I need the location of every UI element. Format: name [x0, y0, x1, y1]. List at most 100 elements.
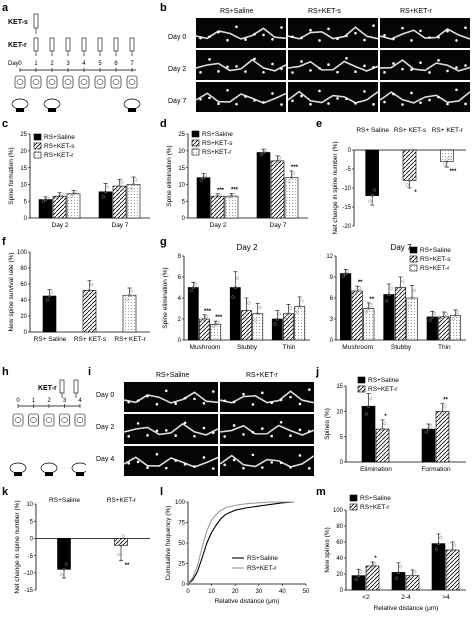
spine: [251, 431, 255, 434]
spine: [271, 92, 274, 95]
mouse-icon: [30, 417, 37, 423]
micrograph-tile: [124, 414, 218, 444]
spine: [318, 89, 321, 93]
data-point: [295, 310, 300, 314]
data-point: [408, 577, 412, 581]
bar: [375, 428, 390, 463]
data-point: [57, 194, 62, 198]
spine: [289, 434, 292, 438]
bar: [224, 195, 239, 219]
spine: [202, 426, 206, 430]
chart-title: Day 2: [237, 244, 258, 252]
col-header-ket-s: RS+KET-s: [308, 8, 341, 15]
imaging-mouse-icon: [43, 98, 61, 112]
significance-marker: **: [369, 297, 374, 303]
spine: [183, 396, 187, 400]
dendrite-shaft: [196, 58, 286, 72]
y-tick-label: 0: [24, 216, 28, 222]
y-axis-label: Spine elimination (%): [166, 145, 173, 206]
y-tick-label: 20: [178, 149, 185, 155]
syringe-icon: [73, 379, 79, 398]
day-axis-label: Day: [8, 61, 19, 67]
data-point: [394, 576, 398, 580]
bar: [421, 428, 436, 463]
x-tick-label: 30: [255, 589, 262, 595]
spine: [165, 389, 168, 393]
legend-swatch: [357, 376, 366, 384]
dendrite-shaft: [380, 91, 470, 104]
spine: [336, 37, 339, 40]
spine: [226, 65, 229, 69]
dendrite-image: [196, 25, 286, 42]
spine: [146, 466, 149, 470]
dendrite-shaft: [196, 92, 286, 104]
syringe-row-ket-r: [33, 37, 135, 56]
bar: [435, 411, 450, 463]
spine: [428, 98, 431, 102]
imaging-mouse-icon: [71, 462, 89, 474]
spine: [446, 29, 449, 33]
mouse-icon: [128, 79, 136, 85]
spine: [279, 461, 283, 465]
legend-label: RS+Saline: [360, 495, 391, 502]
syringe-icon: [33, 13, 39, 34]
spine: [401, 26, 404, 30]
row-label-day4-i: Day 4: [96, 456, 115, 463]
imaging-mouse-icon: [11, 98, 29, 112]
restraint-stress-mouse-icons: [14, 75, 138, 89]
mouse-icon: [48, 79, 56, 85]
x-tick-label: RS+ Saline: [34, 336, 67, 343]
significance-marker: *: [384, 414, 387, 420]
spine: [392, 92, 395, 96]
micrograph-tile: [288, 82, 378, 112]
data-point: [106, 185, 110, 189]
spine: [437, 95, 440, 99]
spine: [217, 30, 220, 34]
legend-swatch: [409, 255, 418, 263]
bar: [98, 191, 113, 219]
day-tick-label: 5: [98, 61, 102, 67]
spine: [446, 102, 449, 106]
spine: [455, 39, 458, 42]
micrograph-grid-b: Day 0 Day 2 Day 7 RS+Saline RS+KET-s RS+…: [168, 8, 472, 116]
spine: [193, 397, 196, 401]
panel-label-b: b: [160, 2, 167, 14]
data-point: [205, 314, 209, 319]
data-point: [399, 564, 403, 569]
spine: [155, 452, 159, 456]
spine: [280, 26, 283, 29]
spine: [262, 101, 265, 104]
dendrite-shaft: [196, 27, 286, 40]
x-tick-label: 0: [186, 589, 190, 595]
data-point: [444, 312, 448, 316]
spine: [242, 392, 245, 396]
spine: [392, 62, 395, 65]
col-header-saline: RS+Saline: [220, 8, 254, 15]
spine: [127, 400, 130, 404]
spine: [146, 434, 149, 437]
bar: [57, 538, 71, 570]
spine: [318, 39, 321, 42]
bar: [187, 287, 199, 341]
x-axis-label: Relative distance (μm): [215, 598, 280, 605]
dendrite-image: [288, 89, 378, 106]
panel-label-l: l: [160, 486, 164, 498]
y-axis-label: Spine elimination (%): [162, 267, 169, 328]
bar: [431, 543, 446, 591]
y-tick-label: 100: [333, 508, 344, 514]
data-point: [413, 570, 417, 574]
y-tick-label: -10: [342, 186, 351, 192]
data-point: [43, 197, 48, 202]
x-tick-label: Stubby: [391, 344, 412, 351]
y-tick-label: 0: [340, 588, 344, 594]
data-point: [373, 561, 377, 566]
y-tick-label: 10: [26, 502, 33, 508]
data-point: [410, 296, 414, 300]
data-point: [115, 188, 119, 192]
row-label-day2-i: Day 2: [96, 424, 115, 431]
spine: [217, 70, 220, 73]
y-tick-label: 40: [20, 298, 27, 304]
day-tick-label: 1: [34, 61, 38, 67]
legend-label: RS+KET-r: [360, 504, 390, 511]
dendrite-shaft: [220, 390, 314, 404]
